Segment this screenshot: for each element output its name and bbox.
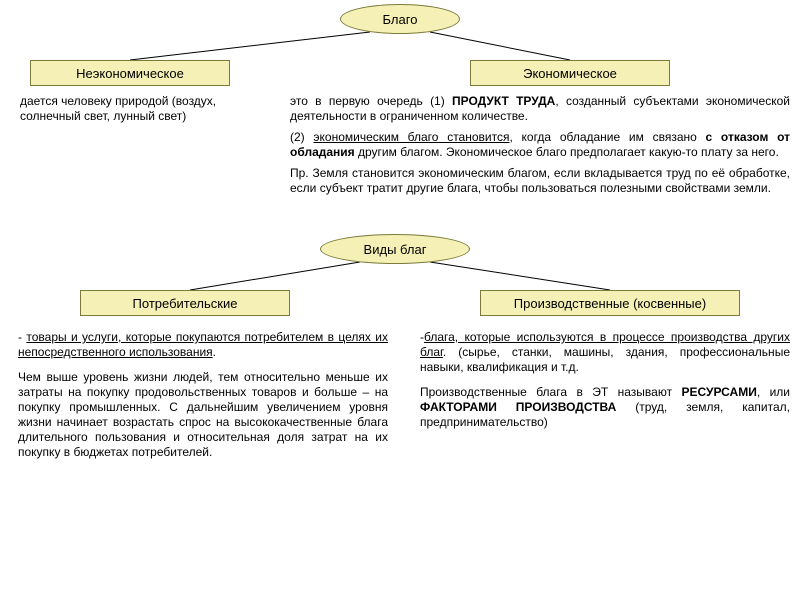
node-consumer-goods: Потребительские	[80, 290, 290, 316]
node-production-goods: Производственные (косвенные)	[480, 290, 740, 316]
diagram-stage: { "colors": { "node_fill": "#f5f0b5", "n…	[0, 0, 800, 600]
node-non-economic: Неэкономическое	[30, 60, 230, 86]
node-label: Благо	[383, 12, 418, 27]
text-non-economic-desc: дается человеку природой (воздух, солнеч…	[20, 94, 270, 130]
node-label: Виды благ	[364, 242, 427, 257]
node-label: Производственные (косвенные)	[514, 296, 706, 311]
node-economic: Экономическое	[470, 60, 670, 86]
text-production-desc: -блага, которые используются в процессе …	[420, 330, 790, 436]
text-consumer-desc: - товары и услуги, которые покупаются по…	[18, 330, 388, 466]
node-types-of-goods: Виды благ	[320, 234, 470, 264]
node-label: Неэкономическое	[76, 66, 184, 81]
text-economic-desc: это в первую очередь (1) ПРОДУКТ ТРУДА, …	[290, 94, 790, 202]
node-blago: Благо	[340, 4, 460, 34]
node-label: Потребительские	[133, 296, 238, 311]
node-label: Экономическое	[523, 66, 617, 81]
